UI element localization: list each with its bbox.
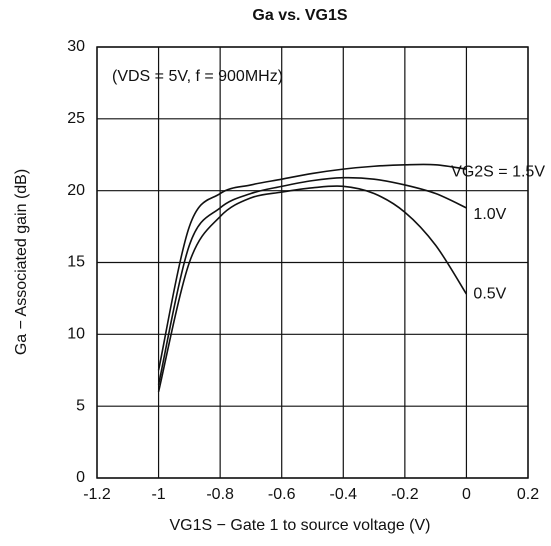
y-tick-label: 10 — [67, 326, 85, 343]
line-series — [157, 163, 467, 371]
annotation: (VDS = 5V, f = 900MHz) — [112, 68, 283, 85]
line-series — [157, 176, 467, 385]
line-series — [157, 185, 468, 392]
y-tick-label: 15 — [67, 254, 85, 271]
x-tick-label: 0 — [462, 486, 471, 503]
x-tick-label: -1 — [151, 486, 165, 503]
x-tick-label: -0.6 — [268, 486, 296, 503]
x-tick-label: 0.2 — [517, 486, 539, 503]
x-tick-label: -0.2 — [391, 486, 419, 503]
y-tick-label: 0 — [76, 469, 85, 486]
y-tick-label: 20 — [67, 182, 85, 199]
y-tick-label: 5 — [76, 397, 85, 414]
series-label: 0.5V — [473, 285, 506, 302]
x-tick-label: -1.2 — [83, 486, 111, 503]
series-label: VG2S = 1.5V — [451, 163, 545, 180]
y-axis-label: Ga − Associated gain (dB) — [13, 169, 30, 355]
x-tick-label: -0.8 — [206, 486, 234, 503]
x-axis-label: VG1S − Gate 1 to source voltage (V) — [169, 517, 430, 534]
series-label: 1.0V — [473, 206, 506, 223]
y-tick-label: 30 — [67, 38, 85, 55]
y-tick-label: 25 — [67, 110, 85, 127]
chart-title: Ga vs. VG1S — [252, 7, 347, 24]
x-tick-label: -0.4 — [329, 486, 357, 503]
